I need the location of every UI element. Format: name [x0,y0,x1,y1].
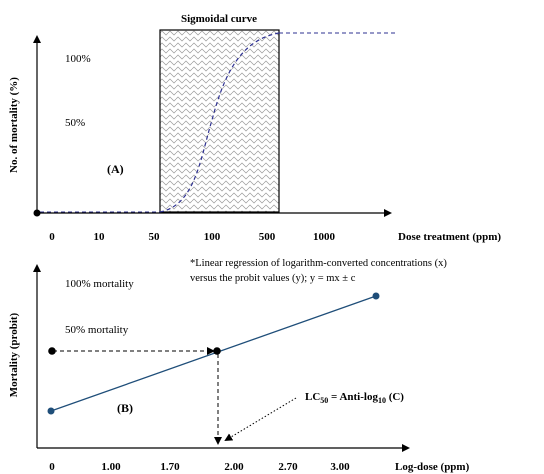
regression-note-line1: *Linear regression of logarithm-converte… [190,258,447,269]
panel-b-xlabel: Log-dose (ppm) [395,461,470,473]
panel-a-xtick: 1000 [313,231,336,243]
panel-b-xtick: 3.00 [330,461,350,473]
panel-b-label-50: 50% mortality [65,324,129,336]
regression-start-point [47,407,55,415]
panel-a-label: (A) [107,162,124,176]
panel-a-ytick-50: 50% [65,117,85,129]
panel-b-xtick: 2.00 [224,461,244,473]
panel-a-xtick: 10 [94,231,106,243]
point-50-yaxis [48,347,56,355]
panel-a-ytick-100: 100% [65,53,91,65]
lc50-formula: LC50 = Anti-log10 (C) [305,391,404,405]
panel-a-ylabel: No. of mortality (%) [8,77,20,173]
origin-point-a [33,209,41,217]
panel-b-xtick: 0 [49,461,55,473]
panel-a: Sigmoidal curve 100% 50% (A) No. of mort… [8,13,501,243]
panel-a-title: Sigmoidal curve [181,13,257,25]
point-50-intersect [213,347,221,355]
panel-b: Mortality (probit) 100% mortality 50% mo… [8,258,470,473]
panel-a-xlabel: Dose treatment (ppm) [398,231,501,243]
panel-b-xtick: 1.00 [101,461,121,473]
sigmoid-region [159,29,280,213]
panel-a-xtick: 100 [204,231,221,243]
panel-b-xtick: 2.70 [278,461,298,473]
panel-a-xtick: 500 [259,231,276,243]
panel-a-xtick: 50 [149,231,161,243]
panel-b-ylabel: Mortality (probit) [8,312,20,397]
sigmoid-curve [159,32,280,213]
panel-b-label: (B) [117,401,133,415]
regression-note-line2: versus the probit values (y); y = mx ± c [190,273,356,284]
regression-end-point [372,292,380,300]
lc50-dotted-pointer [224,397,297,442]
panel-b-label-100: 100% mortality [65,278,134,290]
regression-line [50,295,377,412]
panel-b-xtick: 1.70 [160,461,180,473]
panel-a-xtick: 0 [49,231,55,243]
